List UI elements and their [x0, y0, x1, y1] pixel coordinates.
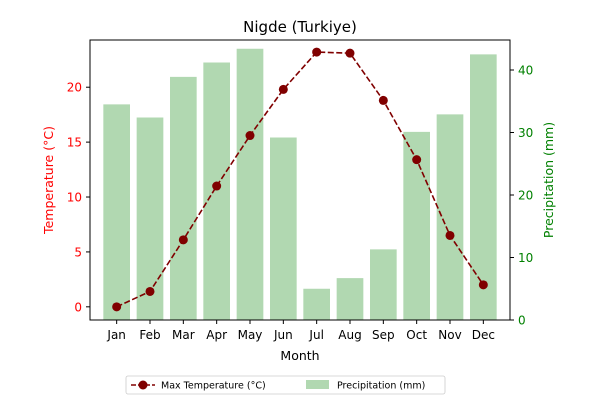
x-tick-label: Dec — [472, 328, 495, 342]
x-tick-label: Nov — [438, 328, 461, 342]
left-y-tick-label: 0 — [74, 300, 82, 314]
legend-box — [125, 375, 446, 395]
temperature-series-line — [116, 51, 484, 308]
temperature-point-aug — [345, 48, 355, 58]
temperature-point-dec — [478, 280, 488, 290]
temperature-point-mar — [178, 235, 188, 245]
x-tick-label: Jul — [308, 328, 323, 342]
precipitation-bar-dec — [470, 54, 497, 320]
precipitation-bar-feb — [136, 117, 164, 320]
temperature-point-feb — [145, 286, 155, 296]
precipitation-bar-jul — [303, 288, 330, 320]
right-y-axis: 0 10 20 30 40 — [510, 64, 533, 328]
left-y-axis-label: Temperature (°C) — [41, 126, 56, 235]
x-tick-label: Jan — [106, 328, 126, 342]
left-y-tick-label: 5 — [74, 245, 82, 259]
temperature-point-jan — [112, 302, 122, 312]
right-y-tick-label: 10 — [518, 251, 533, 265]
left-y-tick-label: 10 — [67, 191, 82, 205]
temperature-point-jun — [278, 84, 288, 94]
x-tick-label: May — [238, 328, 263, 342]
plot-frame — [89, 39, 511, 321]
right-y-tick-label: 20 — [518, 189, 533, 203]
x-axis: Jan Feb Mar Apr May Jun Jul Aug Sep Oct Nov Dec — [106, 320, 495, 342]
legend-bar-swatch — [306, 380, 329, 389]
left-y-axis: 0 5 10 15 20 — [67, 81, 90, 314]
precipitation-bar-apr — [203, 62, 230, 320]
temperature-line — [112, 47, 488, 312]
precipitation-bar-mar — [170, 76, 197, 320]
legend-label-temperature: Max Temperature (°C) — [161, 381, 266, 392]
temperature-point-may — [245, 131, 255, 141]
precipitation-bar-jun — [270, 137, 297, 320]
legend: Max Temperature (°C) Precipitation (mm) — [125, 375, 446, 395]
x-tick-label: Aug — [338, 328, 361, 342]
precipitation-bar-may — [236, 48, 264, 320]
x-tick-label: Sep — [372, 328, 395, 342]
x-tick-label: Feb — [139, 328, 160, 342]
right-y-tick-label: 40 — [518, 64, 533, 78]
precipitation-bar-jan — [103, 104, 130, 320]
x-tick-label: Jun — [273, 328, 293, 342]
left-y-tick-label: 15 — [67, 136, 82, 150]
temperature-point-oct — [412, 155, 422, 165]
temperature-point-jul — [312, 47, 322, 57]
legend-label-precipitation: Precipitation (mm) — [337, 381, 425, 392]
temperature-point-sep — [378, 95, 388, 105]
precipitation-bar-nov — [436, 114, 464, 320]
x-tick-label: Apr — [206, 328, 227, 342]
legend-marker-swatch — [138, 380, 148, 390]
chart-title: Nigde (Turkiye) — [243, 18, 357, 36]
right-y-tick-label: 30 — [518, 126, 533, 140]
x-tick-label: Oct — [406, 328, 427, 342]
x-axis-label: Month — [280, 348, 319, 363]
right-y-axis-label: Precipitation (mm) — [541, 122, 556, 238]
precipitation-bar-aug — [336, 278, 364, 320]
precipitation-bars — [103, 48, 497, 320]
temperature-point-nov — [445, 230, 455, 240]
x-tick-label: Mar — [172, 328, 195, 342]
left-y-tick-label: 20 — [67, 81, 82, 95]
precipitation-bar-sep — [370, 249, 397, 320]
right-y-tick-label: 0 — [518, 314, 526, 328]
temperature-point-apr — [212, 181, 222, 191]
